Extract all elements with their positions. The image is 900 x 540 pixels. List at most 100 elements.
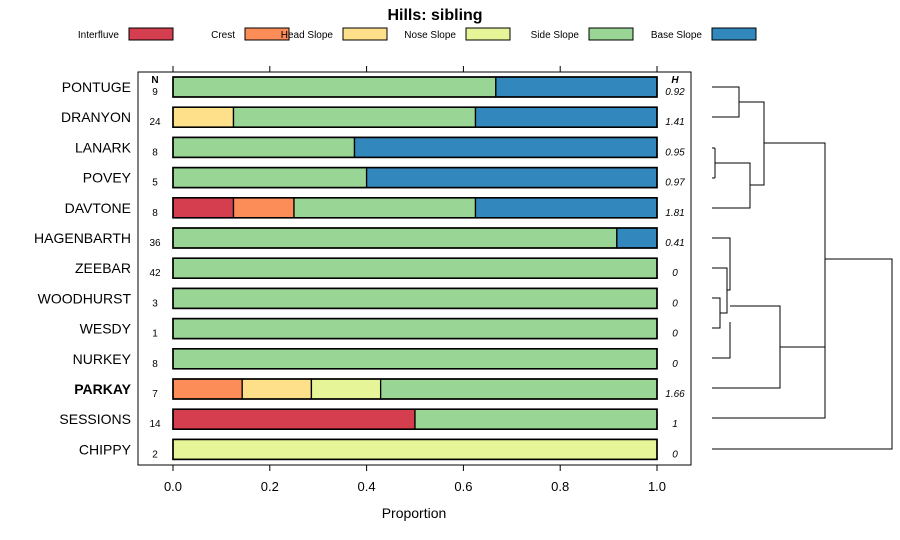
- row-label: SESSIONS: [59, 411, 131, 427]
- row-label: ZEEBAR: [75, 260, 131, 276]
- bar-segment: [172, 438, 658, 461]
- row-h-value: 0.97: [665, 178, 685, 189]
- row-label: NURKEY: [73, 351, 132, 367]
- row-n-value: 8: [152, 208, 158, 219]
- row-label: HAGENBARTH: [34, 230, 131, 246]
- bar-outline: [172, 197, 658, 219]
- row-h-value: 1.66: [665, 389, 685, 400]
- dendrogram-branch: [712, 305, 781, 389]
- row-n-value: 3: [152, 298, 158, 309]
- dendrogram-branch: [739, 101, 765, 186]
- legend-swatch: [244, 27, 290, 41]
- row-n-value: 9: [152, 87, 158, 98]
- row-label: LANARK: [75, 139, 132, 155]
- bar-outline: [172, 227, 658, 249]
- x-tick-label: 0.0: [164, 479, 182, 494]
- bar-segment: [365, 166, 658, 189]
- x-tick-label: 1.0: [648, 479, 666, 494]
- bar-segment: [172, 378, 243, 400]
- row-h-value: 0: [672, 359, 678, 370]
- bar-outline: [172, 438, 658, 461]
- x-tick-label: 0.2: [261, 479, 279, 494]
- row-n-value: 2: [152, 449, 158, 460]
- n-header: N: [151, 75, 158, 86]
- bar-outline: [172, 106, 658, 128]
- row-h-value: 0: [672, 329, 678, 340]
- bar-outline: [172, 166, 658, 189]
- legend-label: Interfluve: [78, 30, 120, 41]
- bar-segment: [172, 287, 658, 310]
- row-label: DRANYON: [61, 109, 131, 125]
- row-n-value: 42: [149, 268, 161, 279]
- legend-label: Side Slope: [531, 30, 580, 41]
- dendrogram-branch: [764, 142, 826, 383]
- row-h-value: 1.41: [665, 117, 684, 128]
- dendrogram-branch: [712, 322, 731, 359]
- bar-outline: [172, 408, 658, 431]
- bar-segment: [172, 106, 235, 128]
- bar-outline: [172, 287, 658, 310]
- bar-segment: [232, 197, 295, 219]
- dendrogram-branch: [712, 237, 731, 291]
- bar-outline: [172, 347, 658, 370]
- bar-segment: [172, 408, 416, 430]
- row-n-value: 1: [152, 329, 158, 340]
- row-n-value: 5: [152, 178, 158, 189]
- bar-segment: [172, 227, 618, 249]
- row-n-value: 14: [149, 419, 161, 430]
- row-n-value: 8: [152, 147, 158, 158]
- x-tick-label: 0.6: [454, 479, 472, 494]
- bar-outline: [172, 378, 658, 400]
- row-label: CHIPPY: [79, 441, 132, 457]
- bar-segment: [353, 136, 658, 159]
- bar-segment: [379, 378, 658, 400]
- legend-label: Nose Slope: [404, 30, 456, 41]
- legend-swatch: [711, 27, 757, 41]
- dendrogram-branch: [712, 258, 893, 450]
- row-n-value: 7: [152, 389, 158, 400]
- row-h-value: 0: [672, 268, 678, 279]
- row-h-value: 0.41: [665, 238, 684, 249]
- bar-segment: [241, 378, 313, 400]
- row-h-value: 0: [672, 298, 678, 309]
- dendrogram-branch: [712, 147, 715, 179]
- legend-swatch: [465, 27, 511, 41]
- bar-segment: [172, 317, 658, 340]
- row-h-value: 1: [672, 419, 678, 430]
- x-axis-label: Proportion: [382, 505, 447, 521]
- legend-label: Base Slope: [651, 30, 703, 41]
- row-label: WESDY: [80, 321, 132, 337]
- x-axis: 0.0 0.2 0.4 0.6 0.8 1.0: [164, 66, 666, 494]
- bar-segment: [474, 197, 658, 219]
- chart-title: Hills: sibling: [387, 7, 482, 24]
- dendrogram-branch: [712, 297, 721, 329]
- bar-segment: [293, 197, 477, 219]
- row-labels: PONTUGE 9 0.92 DRANYON 24 1.41 LANARK 8 0.95 POVE…: [34, 79, 685, 460]
- row-h-value: 0.95: [665, 147, 685, 158]
- x-tick-label: 0.4: [358, 479, 376, 494]
- plot-frame: [137, 71, 692, 466]
- bar-segment: [474, 106, 658, 128]
- bar-segment: [414, 408, 658, 430]
- legend-label: Head Slope: [281, 30, 334, 41]
- legend-swatch: [342, 27, 388, 41]
- legend: Interfluve Crest Head Slope Nose Slope Side …: [78, 27, 757, 41]
- bar-outline: [172, 76, 658, 98]
- dendrogram: [712, 86, 893, 450]
- row-n-value: 24: [149, 117, 161, 128]
- row-label: PONTUGE: [62, 79, 131, 95]
- bar-segment: [172, 166, 368, 189]
- bar-outline: [172, 136, 658, 159]
- legend-label: Crest: [211, 30, 235, 41]
- bar-segment: [172, 136, 356, 159]
- legend-swatch: [128, 27, 174, 41]
- row-h-value: 0: [672, 449, 678, 460]
- row-label: WOODHURST: [38, 290, 132, 306]
- row-h-value: 1.81: [665, 208, 684, 219]
- bar-segment: [172, 76, 497, 98]
- row-label: DAVTONE: [65, 200, 131, 216]
- row-n-value: 8: [152, 359, 158, 370]
- x-tick-label: 0.8: [551, 479, 569, 494]
- bar-segment: [232, 106, 477, 128]
